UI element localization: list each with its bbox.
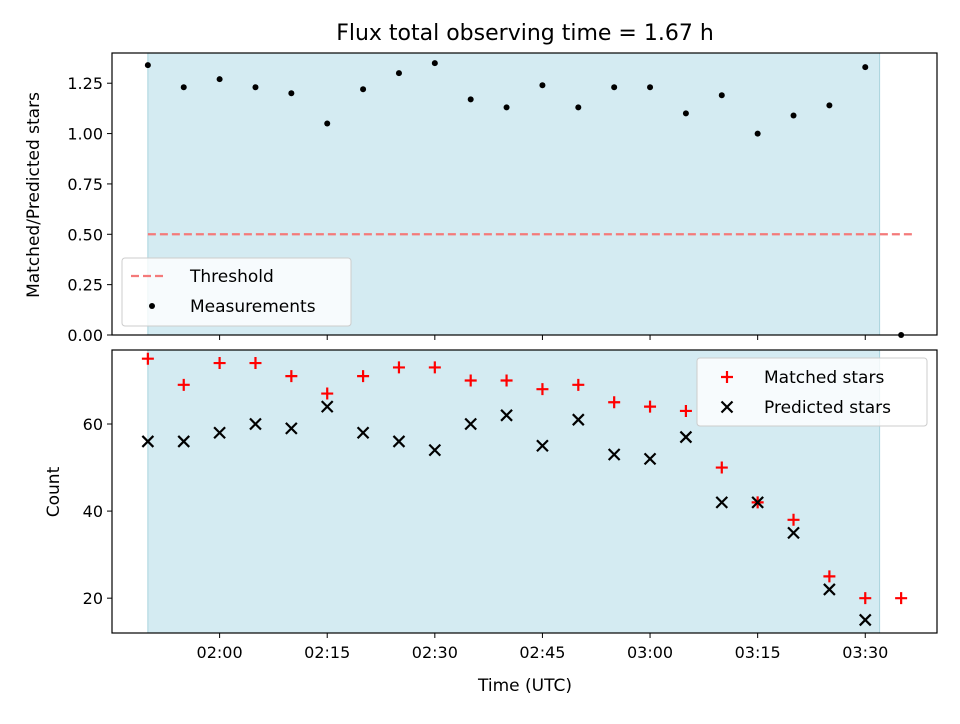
x-tick-label: 02:15 <box>304 643 350 662</box>
bottom-series-0-point <box>679 404 692 417</box>
top-series-0-point <box>790 112 797 119</box>
x-tick-label: 02:00 <box>197 643 243 662</box>
bottom-series-0-point <box>141 352 154 365</box>
bottom-series-1-point <box>285 422 298 435</box>
top-y-tick-label: 0.25 <box>67 276 103 295</box>
top-series-0-point <box>180 84 187 91</box>
top-series-0-point <box>467 96 474 103</box>
bottom-series-0-point <box>392 361 405 374</box>
top-series-0-point <box>324 120 331 127</box>
bottom-series-0-point <box>177 378 190 391</box>
bottom-series-1-point <box>356 426 370 440</box>
bottom-series-1-point <box>213 426 226 440</box>
bottom-series-1-point <box>751 496 764 509</box>
bottom-series-0-point <box>895 592 908 605</box>
top-series-0-point <box>754 130 761 137</box>
top-legend <box>121 257 352 327</box>
bottom-series-1-point <box>177 435 191 448</box>
bottom-series-0-point <box>536 383 549 396</box>
bottom-series-0-point <box>213 357 226 370</box>
bottom-series-0-point <box>787 513 800 526</box>
bottom-series-1-point <box>500 409 513 422</box>
bottom-series-0-point <box>715 461 728 474</box>
legend-1-swatch <box>720 400 734 414</box>
top-series-0-point <box>288 90 295 97</box>
bottom-series-1-point <box>536 439 549 453</box>
bottom-axes-frame <box>111 349 938 634</box>
bottom-series-0-point <box>428 361 441 374</box>
bottom-series-0-point <box>285 370 298 383</box>
top-series-0-point <box>431 60 438 67</box>
x-tick-label: 03:00 <box>627 643 673 662</box>
top-series-0-point <box>611 84 618 91</box>
bottom-series-1-point <box>249 417 262 431</box>
top-series-0-point <box>216 76 223 83</box>
bottom-series-1-point <box>823 583 836 596</box>
bottom-series-0-point <box>644 400 657 413</box>
bottom-series-1-point <box>679 430 693 444</box>
bottom-series-1-point <box>643 452 657 466</box>
bottom-series-0-point <box>823 570 836 583</box>
legend-0-swatch <box>721 371 733 383</box>
legend-threshold-label: Threshold <box>189 267 274 287</box>
legend-measurements-swatch <box>149 303 155 309</box>
bottom-series-0-point <box>321 387 334 400</box>
top-y-tick-label: 1.25 <box>67 74 103 93</box>
top-y-axis-label: Matched/Predicted stars <box>24 92 44 298</box>
bottom-legend <box>696 357 928 427</box>
top-series-0-point <box>144 62 151 69</box>
bottom-series-0-point <box>464 374 477 387</box>
x-tick-label: 03:15 <box>735 643 781 662</box>
bottom-series-1-point <box>572 413 585 426</box>
bottom-series-1-point <box>787 526 800 540</box>
top-y-tick-label: 0.50 <box>67 225 103 244</box>
legend-measurements-label: Measurements <box>190 297 316 317</box>
bottom-series-1-point <box>715 496 729 509</box>
bottom-series-1-point <box>858 613 872 627</box>
chart-title: Flux total observing time = 1.67 h <box>336 21 714 46</box>
top-y-tick-label: 1.00 <box>67 125 103 144</box>
chart-marks: 0.00 0.25 0.50 0.75 1.00 1.25 Threshold Measure… <box>67 52 938 662</box>
bottom-y-tick-label: 40 <box>83 502 103 521</box>
legend-0-label: Matched stars <box>764 368 884 388</box>
x-tick-label: 02:30 <box>412 643 458 662</box>
top-series-0-point <box>539 82 546 89</box>
top-series-0-point <box>826 102 833 109</box>
bottom-series-1-point <box>392 435 406 448</box>
bottom-y-axis-label: Count <box>44 466 64 517</box>
bottom-series-0-point <box>572 378 585 391</box>
top-series-0-point <box>575 104 582 111</box>
legend-1-label: Predicted stars <box>764 398 891 418</box>
top-series-0-point <box>252 84 259 91</box>
bottom-series-0-point <box>859 592 872 605</box>
x-tick-label: 02:45 <box>519 643 565 662</box>
top-series-0-point <box>360 86 367 93</box>
top-series-0-point <box>503 104 510 111</box>
bottom-series-1-point <box>464 417 477 431</box>
bottom-series-1-point <box>607 448 621 461</box>
top-series-0-point <box>647 84 654 91</box>
top-series-0-point <box>862 64 869 71</box>
bottom-series-0-point <box>249 357 262 370</box>
top-series-0-point <box>682 110 689 117</box>
top-series-0-point <box>395 70 402 77</box>
bottom-series-0-point <box>608 396 621 409</box>
top-y-tick-label: 0.75 <box>67 175 103 194</box>
bottom-series-0-point <box>357 370 370 383</box>
x-axis-label: Time (UTC) <box>477 676 572 696</box>
bottom-y-tick-label: 20 <box>83 589 103 608</box>
top-series-0-point <box>718 92 725 99</box>
bottom-series-1-point <box>320 400 334 413</box>
bottom-series-1-point <box>428 443 442 457</box>
bottom-series-1-point <box>141 435 155 448</box>
bottom-y-tick-label: 60 <box>83 415 103 434</box>
top-y-tick-label: 0.00 <box>67 326 103 345</box>
top-axes-frame <box>111 52 938 336</box>
bottom-series-0-point <box>500 374 513 387</box>
x-tick-label: 03:30 <box>842 643 888 662</box>
